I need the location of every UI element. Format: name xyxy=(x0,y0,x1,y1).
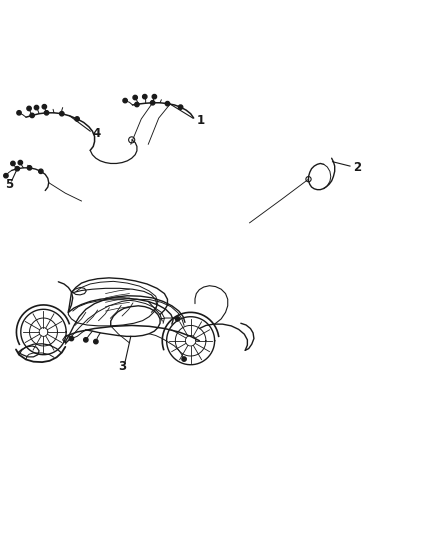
Circle shape xyxy=(39,169,43,174)
Text: 1: 1 xyxy=(196,114,205,127)
Circle shape xyxy=(94,340,98,344)
Circle shape xyxy=(143,94,147,99)
Circle shape xyxy=(150,101,155,105)
Circle shape xyxy=(182,357,186,361)
Circle shape xyxy=(135,102,139,107)
Circle shape xyxy=(11,161,15,166)
Text: 2: 2 xyxy=(353,161,362,174)
Circle shape xyxy=(15,166,19,171)
Circle shape xyxy=(60,111,64,116)
Circle shape xyxy=(4,174,8,178)
Circle shape xyxy=(175,317,180,321)
Circle shape xyxy=(34,106,39,110)
Circle shape xyxy=(18,160,22,165)
Circle shape xyxy=(17,111,21,115)
Circle shape xyxy=(133,95,138,100)
Circle shape xyxy=(84,338,88,342)
Circle shape xyxy=(42,104,46,109)
Circle shape xyxy=(69,336,74,341)
Text: 3: 3 xyxy=(118,360,126,373)
Circle shape xyxy=(152,94,156,99)
Circle shape xyxy=(27,166,32,170)
Circle shape xyxy=(30,113,34,118)
Circle shape xyxy=(27,106,31,111)
Circle shape xyxy=(75,117,79,121)
Circle shape xyxy=(123,99,127,103)
Circle shape xyxy=(178,105,183,109)
Circle shape xyxy=(165,101,170,106)
Text: 4: 4 xyxy=(92,127,101,140)
Text: 5: 5 xyxy=(5,178,14,191)
Circle shape xyxy=(44,111,49,115)
